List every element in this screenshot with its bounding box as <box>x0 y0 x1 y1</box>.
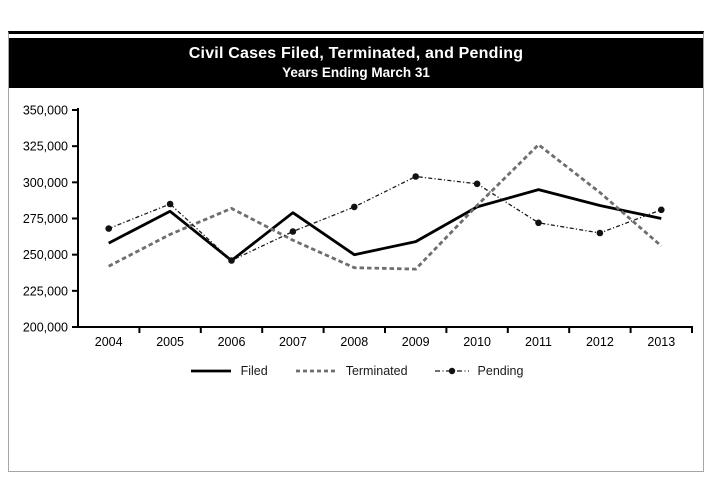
series-line-filed <box>108 188 662 262</box>
x-tick-label: 2013 <box>647 335 675 349</box>
data-point-pending <box>535 219 542 227</box>
pending-line-swatch-icon <box>434 367 469 375</box>
data-point-pending <box>351 203 358 211</box>
x-tick-label: 2012 <box>586 335 614 349</box>
y-tick-label: 225,000 <box>23 284 68 298</box>
legend-label-filed: Filed <box>240 364 268 378</box>
chart-title: Civil Cases Filed, Terminated, and Pendi… <box>188 45 524 62</box>
data-point-pending <box>596 229 604 237</box>
y-tick-label: 300,000 <box>23 176 68 190</box>
data-point-pending <box>658 206 665 214</box>
x-tick-label: 2007 <box>279 335 307 349</box>
y-tick-label: 275,000 <box>23 212 68 226</box>
x-tick-label: 2005 <box>156 335 184 349</box>
data-point-pending <box>412 173 420 180</box>
legend-item-terminated: Terminated <box>294 364 408 378</box>
legend-label-pending: Pending <box>477 364 524 378</box>
data-point-pending <box>166 200 174 208</box>
filed-line-swatch-icon <box>190 369 231 373</box>
x-tick-label: 2009 <box>402 335 430 349</box>
series-line-pending <box>108 175 662 262</box>
data-point-pending <box>473 180 481 188</box>
legend-label-terminated: Terminated <box>345 364 408 378</box>
data-point-pending <box>289 228 297 235</box>
chart-subtitle: Years Ending March 31 <box>282 65 430 80</box>
legend: Filed Terminated Pending <box>0 362 712 380</box>
x-tick-label: 2008 <box>340 335 368 349</box>
x-tick-label: 2011 <box>525 335 552 349</box>
x-tick-label: 2006 <box>218 335 246 349</box>
title-banner: Civil Cases Filed, Terminated, and Pendi… <box>9 38 703 88</box>
y-tick-label: 350,000 <box>23 104 68 118</box>
y-tick-label: 325,000 <box>23 140 68 154</box>
terminated-line-swatch-icon <box>295 369 336 373</box>
legend-item-filed: Filed <box>189 364 268 378</box>
y-tick-label: 250,000 <box>23 248 68 262</box>
y-tick-label: 200,000 <box>23 321 68 335</box>
x-tick-label: 2004 <box>95 335 123 349</box>
legend-item-pending: Pending <box>434 364 524 378</box>
data-point-pending <box>228 257 235 264</box>
x-tick-label: 2010 <box>463 335 491 349</box>
series-line-terminated <box>108 143 663 271</box>
figure-frame: Civil Cases Filed, Terminated, and Pendi… <box>8 31 704 472</box>
data-point-pending <box>105 225 112 232</box>
